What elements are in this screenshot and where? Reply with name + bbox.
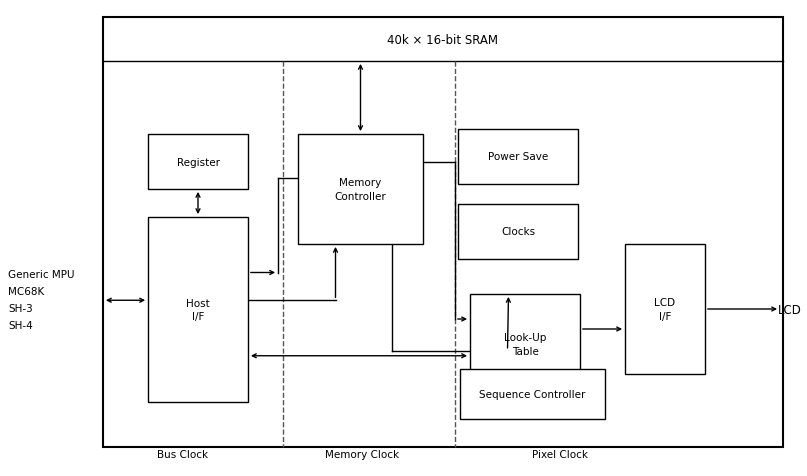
Text: Generic MPU: Generic MPU (8, 269, 74, 279)
Text: Memory Clock: Memory Clock (325, 449, 399, 459)
Bar (458, 205, 578, 259)
Text: Memory
Controller: Memory Controller (335, 178, 387, 201)
Bar (470, 294, 580, 394)
Bar (298, 135, 423, 245)
Bar (460, 369, 605, 419)
Text: Pixel Clock: Pixel Clock (532, 449, 588, 459)
Text: Bus Clock: Bus Clock (157, 449, 208, 459)
Text: SH-3: SH-3 (8, 303, 33, 313)
Text: MC68K: MC68K (8, 287, 44, 297)
Bar (458, 130, 578, 185)
Text: Register: Register (177, 157, 220, 167)
Text: 40k × 16-bit SRAM: 40k × 16-bit SRAM (387, 33, 499, 46)
Bar (103, 18, 783, 447)
Text: LCD: LCD (778, 303, 802, 316)
Text: Host
I/F: Host I/F (186, 298, 210, 321)
Text: Look-Up
Table: Look-Up Table (504, 333, 546, 356)
Bar (148, 218, 248, 402)
Text: Power Save: Power Save (488, 152, 548, 162)
Text: SH-4: SH-4 (8, 320, 33, 330)
Bar (148, 135, 248, 189)
Text: Sequence Controller: Sequence Controller (479, 389, 586, 399)
Bar (625, 245, 705, 374)
Text: LCD
I/F: LCD I/F (654, 298, 675, 321)
Text: Clocks: Clocks (501, 227, 535, 237)
